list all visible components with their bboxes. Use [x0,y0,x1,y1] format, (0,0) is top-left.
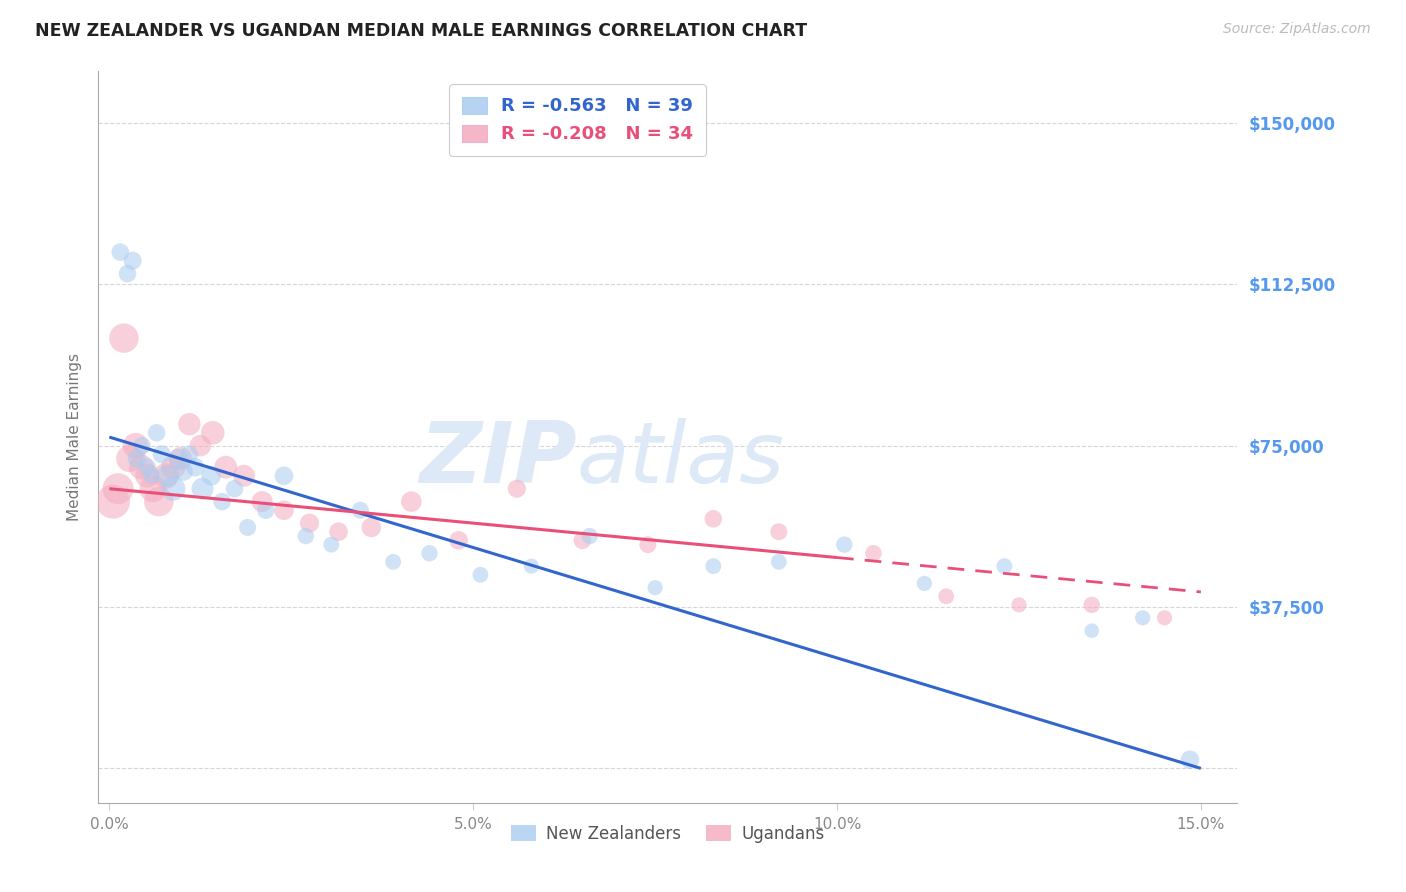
Point [179,447,201,461]
Text: atlas: atlas [576,417,785,500]
Point [328,524,350,539]
Point [862,546,884,560]
Point [418,546,440,560]
Point [321,538,343,552]
Point [447,533,470,548]
Point [349,503,371,517]
Point [136,460,159,475]
Point [382,555,405,569]
Point [107,482,129,496]
Point [131,439,153,453]
Point [167,451,190,466]
Point [156,468,179,483]
Point [200,468,222,483]
Point [145,425,167,440]
Point [298,516,321,530]
Point [124,439,146,453]
Point [993,559,1015,574]
Point [155,468,177,483]
Text: NEW ZEALANDER VS UGANDAN MEDIAN MALE EARNINGS CORRELATION CHART: NEW ZEALANDER VS UGANDAN MEDIAN MALE EAR… [35,22,807,40]
Point [578,529,600,543]
Point [1153,611,1175,625]
Text: Source: ZipAtlas.com: Source: ZipAtlas.com [1223,22,1371,37]
Point [401,494,423,508]
Point [148,494,170,508]
Y-axis label: Median Male Earnings: Median Male Earnings [67,353,83,521]
Point [1008,598,1031,612]
Text: ZIP: ZIP [419,417,576,500]
Point [250,494,273,508]
Point [224,482,246,496]
Point [571,533,593,548]
Point [117,267,139,281]
Point [118,451,141,466]
Point [188,439,211,453]
Point [520,559,543,574]
Point [935,589,957,603]
Point [121,253,143,268]
Point [162,482,184,496]
Point [644,581,666,595]
Point [360,520,382,534]
Point [112,331,135,345]
Point [191,482,214,496]
Point [236,520,259,534]
Legend: New Zealanders, Ugandans: New Zealanders, Ugandans [505,818,831,849]
Point [141,468,163,483]
Point [768,555,790,569]
Point [295,529,318,543]
Point [637,538,659,552]
Point [768,524,790,539]
Point [136,468,159,483]
Point [233,468,256,483]
Point [273,503,295,517]
Point [1132,611,1154,625]
Point [254,503,277,517]
Point [184,460,207,475]
Point [1178,753,1201,767]
Point [912,576,935,591]
Point [173,465,195,479]
Point [273,468,295,483]
Point [110,245,132,260]
Point [1080,624,1102,638]
Point [162,460,184,475]
Point [169,451,191,466]
Point [150,447,173,461]
Point [702,512,724,526]
Point [125,451,148,466]
Point [131,460,153,475]
Point [470,567,492,582]
Point [834,538,856,552]
Point [211,494,233,508]
Point [179,417,201,432]
Point [702,559,724,574]
Point [215,460,238,475]
Point [1080,598,1102,612]
Point [142,482,165,496]
Point [506,482,529,496]
Point [101,494,124,508]
Point [201,425,224,440]
